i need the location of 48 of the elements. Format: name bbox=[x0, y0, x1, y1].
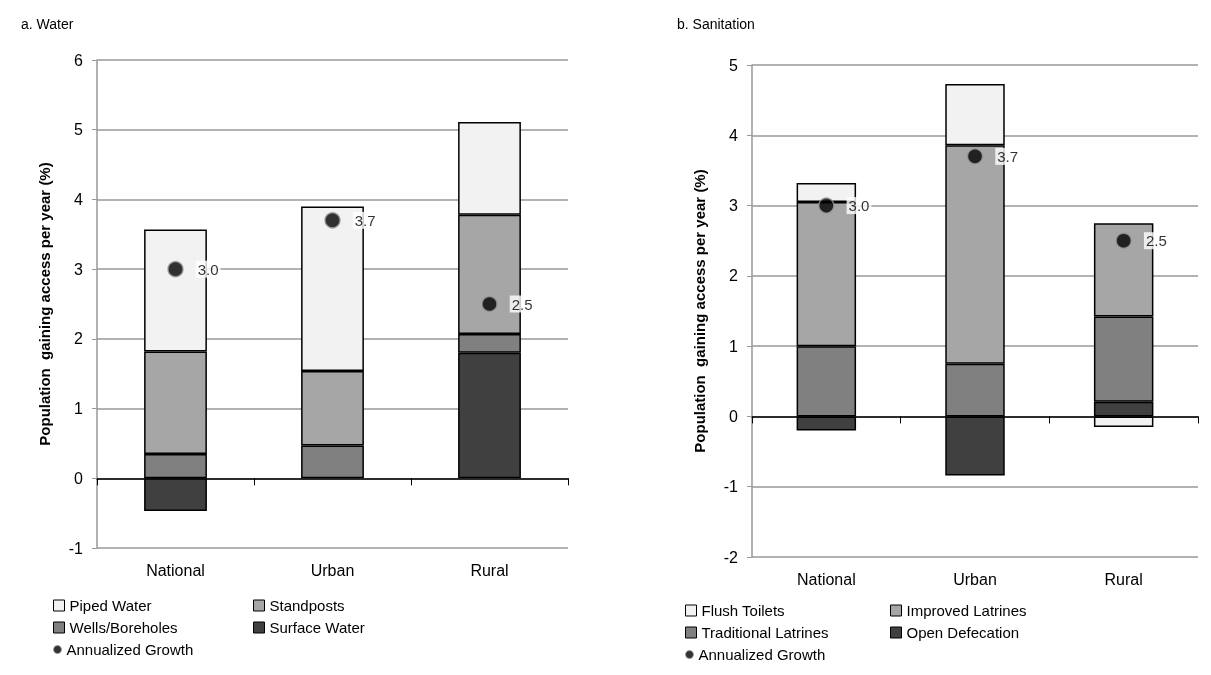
x-tick-label: Urban bbox=[310, 561, 355, 579]
y-tick-label: 1 bbox=[74, 400, 84, 418]
legend-label: Improved Latrines bbox=[906, 602, 1027, 619]
point bbox=[167, 260, 184, 278]
x-tick-label: Urban bbox=[953, 570, 997, 588]
y-tick-label: 2 bbox=[729, 267, 739, 285]
y-tick-label: -1 bbox=[68, 539, 84, 557]
y-tick-label: 5 bbox=[729, 56, 739, 74]
data-label: 3.7 bbox=[997, 147, 1019, 165]
legend-label: Wells/Boreholes bbox=[69, 619, 178, 636]
y-tick-label: -2 bbox=[723, 548, 739, 566]
legend-label: Piped Water bbox=[69, 597, 152, 614]
x-tick-label: Rural bbox=[1104, 570, 1143, 588]
y-axis-title: Population gaining access per year (%) bbox=[36, 162, 53, 446]
legend-label: Surface Water bbox=[269, 619, 365, 636]
y-tick-label: 3 bbox=[74, 260, 84, 278]
chart-title: a. Water bbox=[21, 16, 74, 32]
legend-label: Open Defecation bbox=[906, 624, 1020, 641]
data-label: 3.7 bbox=[354, 211, 376, 229]
y-axis-title: Population gaining access per year (%) bbox=[691, 169, 708, 453]
legend-label: Traditional Latrines bbox=[701, 624, 829, 641]
y-tick-label: 1 bbox=[729, 337, 739, 355]
legend-label: Standposts bbox=[269, 597, 345, 614]
y-tick-label: -1 bbox=[723, 478, 739, 496]
y-tick-label: 4 bbox=[74, 190, 84, 208]
data-label: 2.5 bbox=[511, 295, 533, 313]
y-tick-label: 3 bbox=[729, 197, 739, 215]
legend-label: Flush Toilets bbox=[701, 602, 785, 619]
point bbox=[481, 295, 498, 313]
y-tick-label: 4 bbox=[729, 126, 739, 144]
y-tick-label: 2 bbox=[74, 330, 84, 348]
y-tick-label: 5 bbox=[74, 121, 84, 139]
chart-title: b. Sanitation bbox=[677, 16, 755, 32]
point bbox=[324, 212, 341, 229]
data-label: 2.5 bbox=[1145, 232, 1167, 250]
x-tick-label: National bbox=[796, 570, 856, 588]
y-tick-label: 6 bbox=[74, 51, 84, 69]
point bbox=[818, 197, 835, 214]
data-label: 3.0 bbox=[848, 197, 870, 215]
legend-label: Annualized Growth bbox=[698, 646, 826, 663]
point bbox=[1115, 232, 1132, 249]
legend-label: Annualized Growth bbox=[66, 641, 194, 658]
x-tick-label: National bbox=[146, 561, 205, 579]
y-tick-label: 0 bbox=[729, 407, 739, 425]
point bbox=[966, 148, 984, 165]
data-label: 3.0 bbox=[197, 260, 219, 278]
x-tick-label: Rural bbox=[470, 561, 509, 579]
y-tick-label: 0 bbox=[74, 469, 84, 487]
